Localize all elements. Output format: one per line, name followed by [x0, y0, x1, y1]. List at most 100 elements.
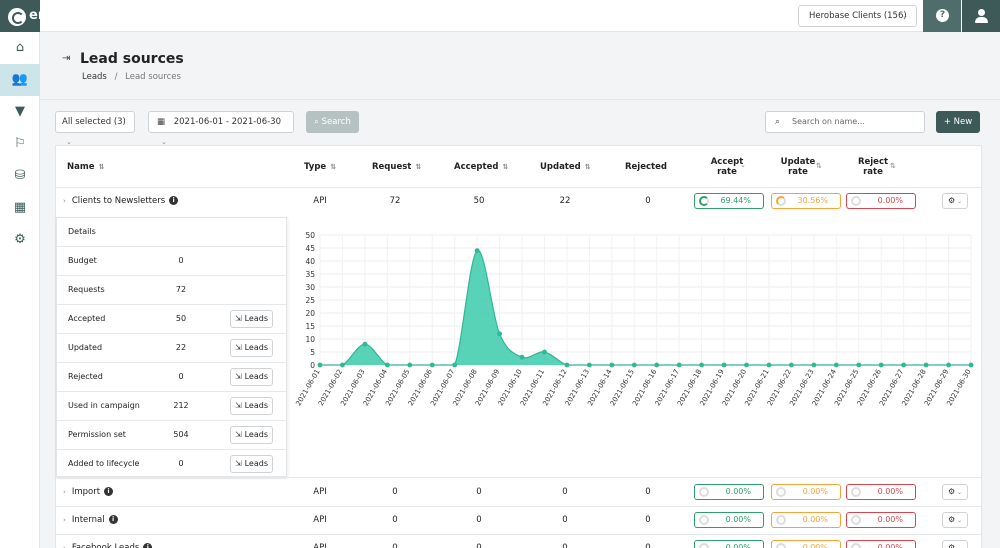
data-point	[744, 362, 749, 368]
details-label: Used in campaign	[68, 401, 140, 410]
data-point	[923, 362, 929, 368]
sort-icon: ⇅	[330, 163, 337, 171]
search-icon: ⌕	[775, 117, 781, 127]
info-icon[interactable]: i	[169, 196, 179, 205]
update-rate-badge: 0.00%	[771, 512, 841, 528]
logo-text: er	[29, 8, 40, 23]
data-point	[497, 331, 502, 337]
data-point	[878, 362, 884, 368]
leads-button[interactable]: ⇲ Leads	[230, 310, 273, 328]
info-icon[interactable]: i	[143, 543, 153, 548]
filter-icon[interactable]: ▼	[15, 104, 25, 119]
reject-rate-badge: 0.00%	[846, 540, 916, 548]
details-panel: Details Budget 0 Requests 72 Accepted 50 ⇲ Lead…	[56, 217, 287, 479]
chevron-right-icon[interactable]: ›	[63, 516, 66, 524]
column-type[interactable]: Type ⇅	[304, 162, 337, 172]
settings-icon[interactable]: ⚙	[14, 232, 26, 247]
details-value: 0	[178, 372, 184, 381]
details-value: 72	[175, 285, 187, 294]
chevron-right-icon[interactable]: ›	[63, 544, 66, 548]
leads-button[interactable]: ⇲ Leads	[230, 397, 273, 415]
details-label: Accepted	[68, 314, 106, 323]
data-point	[676, 362, 682, 368]
y-tick-label: 20	[305, 309, 315, 318]
info-icon[interactable]: i	[104, 487, 114, 496]
search-icon: ⌕	[314, 117, 319, 127]
chevron-right-icon[interactable]: ›	[63, 488, 66, 496]
row-name: Facebook Leads	[71, 543, 140, 548]
new-button[interactable]: + New	[936, 111, 980, 133]
y-tick-label: 45	[305, 244, 315, 253]
details-label: Rejected	[68, 372, 103, 381]
details-row: Added to lifecycle 0 ⇲ Leads	[57, 450, 286, 479]
client-selector[interactable]: Herobase Clients (156) ⌄	[798, 5, 917, 27]
sign-in-icon: ⇥	[62, 53, 71, 64]
sort-icon: ⇅	[98, 163, 105, 171]
column-accept-rate[interactable]: Accept rate	[710, 157, 744, 177]
leads-button[interactable]: ⇲ Leads	[230, 426, 273, 444]
data-point	[586, 362, 592, 368]
chevron-down-icon: ⌄	[66, 138, 72, 146]
leads-button[interactable]: ⇲ Leads	[230, 339, 273, 357]
chevron-right-icon[interactable]: ›	[63, 197, 66, 205]
column-updated[interactable]: Updated ⇅	[540, 162, 591, 172]
data-point	[384, 362, 390, 368]
breadcrumb-leads[interactable]: Leads	[82, 72, 107, 82]
y-tick-label: 5	[310, 348, 315, 357]
row-settings-button[interactable]: ⚙ ⌄	[942, 540, 968, 548]
data-point	[362, 341, 368, 347]
user-menu-button[interactable]	[962, 0, 1000, 32]
details-row: Permission set 504 ⇲ Leads	[57, 421, 286, 450]
details-label: Added to lifecycle	[68, 459, 140, 468]
chart-icon[interactable]: ▦	[13, 200, 27, 215]
row-name: Import	[71, 487, 101, 497]
gear-icon: ⚙	[947, 515, 956, 524]
home-icon[interactable]: ⌂	[15, 40, 25, 55]
column-request[interactable]: Request ⇅	[372, 162, 422, 172]
details-value: 50	[175, 314, 187, 323]
column-accepted[interactable]: Accepted ⇅	[454, 162, 509, 172]
row-settings-button[interactable]: ⚙ ⌄	[942, 193, 968, 209]
lead-requests-chart: 0 5 10 15 20 25 30 35 40 45 50 2021-06-01 2021-06-02…	[287, 217, 981, 477]
area-chart: 051015202530354045502021-06-012021-06-02…	[294, 231, 974, 407]
leads-button[interactable]: ⇲ Leads	[230, 455, 273, 473]
info-icon[interactable]: i	[108, 515, 118, 524]
data-point	[699, 362, 705, 368]
export-icon: ⇲	[235, 372, 242, 381]
column-name[interactable]: Name ⇅	[67, 162, 105, 172]
help-button[interactable]: ?	[923, 0, 961, 32]
export-icon: ⇲	[235, 459, 242, 468]
details-row: Requests 72	[57, 276, 286, 305]
details-value: 504	[173, 430, 189, 439]
data-point	[340, 362, 345, 368]
coins-icon[interactable]: ⛁	[14, 168, 26, 183]
y-tick-label: 15	[305, 322, 315, 331]
details-row: Rejected 0 ⇲ Leads	[57, 363, 286, 392]
search-button[interactable]: ⌕ Search	[306, 111, 359, 133]
data-point	[317, 362, 323, 368]
leads-button[interactable]: ⇲ Leads	[230, 368, 273, 386]
data-point	[721, 362, 727, 368]
people-icon[interactable]: 👥	[0, 64, 40, 96]
row-settings-button[interactable]: ⚙ ⌄	[942, 512, 968, 528]
details-label: Requests	[68, 285, 105, 294]
all-selected-dropdown[interactable]: All selected (3) ⌄	[55, 111, 135, 146]
page-title: Lead sources	[80, 51, 184, 67]
search-on-name-input[interactable]: ⌕ Search on name...	[765, 111, 925, 133]
data-point	[564, 362, 570, 368]
update-rate-badge: 30.56%	[771, 193, 841, 209]
date-range-picker[interactable]: ▦ 2021-06-01 - 2021-06-30 ⌄	[148, 111, 294, 146]
data-point	[946, 362, 951, 368]
data-point	[542, 349, 547, 355]
flag-icon[interactable]: ⚐	[14, 136, 26, 151]
details-value: 22	[175, 343, 187, 352]
y-tick-label: 40	[305, 257, 315, 266]
data-point	[519, 354, 525, 360]
sort-icon: ⇅	[415, 163, 422, 171]
column-reject-rate[interactable]: Reject rate	[857, 157, 889, 177]
export-icon: ⇲	[235, 401, 242, 410]
column-update-rate[interactable]: Update rate	[780, 157, 816, 177]
data-point	[833, 362, 839, 368]
row-settings-button[interactable]: ⚙ ⌄	[942, 484, 968, 500]
emarsys-logo-icon[interactable]: er	[0, 0, 40, 32]
